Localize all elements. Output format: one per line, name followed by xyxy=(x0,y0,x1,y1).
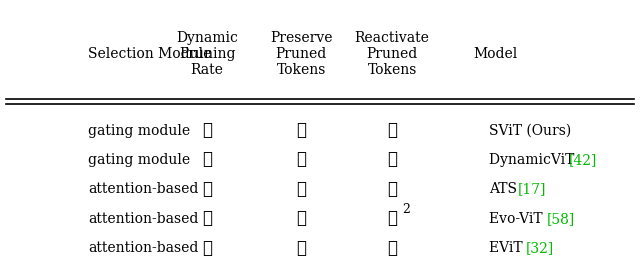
Text: ✘: ✘ xyxy=(387,210,397,227)
Text: DynamicViT: DynamicViT xyxy=(490,153,579,167)
Text: [32]: [32] xyxy=(525,241,554,255)
Text: ✘: ✘ xyxy=(202,240,212,257)
Text: ✘: ✘ xyxy=(202,210,212,227)
Text: attention-based: attention-based xyxy=(88,241,198,255)
Text: ✘: ✘ xyxy=(202,151,212,168)
Text: ✘: ✘ xyxy=(296,181,306,198)
Text: Reactivate
Pruned
Tokens: Reactivate Pruned Tokens xyxy=(355,31,429,77)
Text: attention-based: attention-based xyxy=(88,212,198,226)
Text: EViT: EViT xyxy=(490,241,527,255)
Text: Selection Module: Selection Module xyxy=(88,47,211,61)
Text: ✓: ✓ xyxy=(296,210,306,227)
Text: ✓: ✓ xyxy=(387,122,397,139)
Text: [42]: [42] xyxy=(569,153,597,167)
Text: ✓: ✓ xyxy=(202,181,212,198)
Text: ✘: ✘ xyxy=(387,240,397,257)
Text: Preserve
Pruned
Tokens: Preserve Pruned Tokens xyxy=(270,31,332,77)
Text: Model: Model xyxy=(474,47,518,61)
Text: 2: 2 xyxy=(402,203,410,216)
Text: gating module: gating module xyxy=(88,123,190,138)
Text: ✘: ✘ xyxy=(387,181,397,198)
Text: ATS: ATS xyxy=(490,182,522,196)
Text: Evo-ViT: Evo-ViT xyxy=(490,212,547,226)
Text: [58]: [58] xyxy=(547,212,575,226)
Text: ✓: ✓ xyxy=(202,122,212,139)
Text: gating module: gating module xyxy=(88,153,190,167)
Text: ✓: ✓ xyxy=(296,122,306,139)
Text: ✘: ✘ xyxy=(296,240,306,257)
Text: ✘: ✘ xyxy=(387,151,397,168)
Text: attention-based: attention-based xyxy=(88,182,198,196)
Text: ✘: ✘ xyxy=(296,151,306,168)
Text: Dynamic
Pruning
Rate: Dynamic Pruning Rate xyxy=(176,31,238,77)
Text: [17]: [17] xyxy=(518,182,547,196)
Text: SViT (Ours): SViT (Ours) xyxy=(490,123,572,138)
